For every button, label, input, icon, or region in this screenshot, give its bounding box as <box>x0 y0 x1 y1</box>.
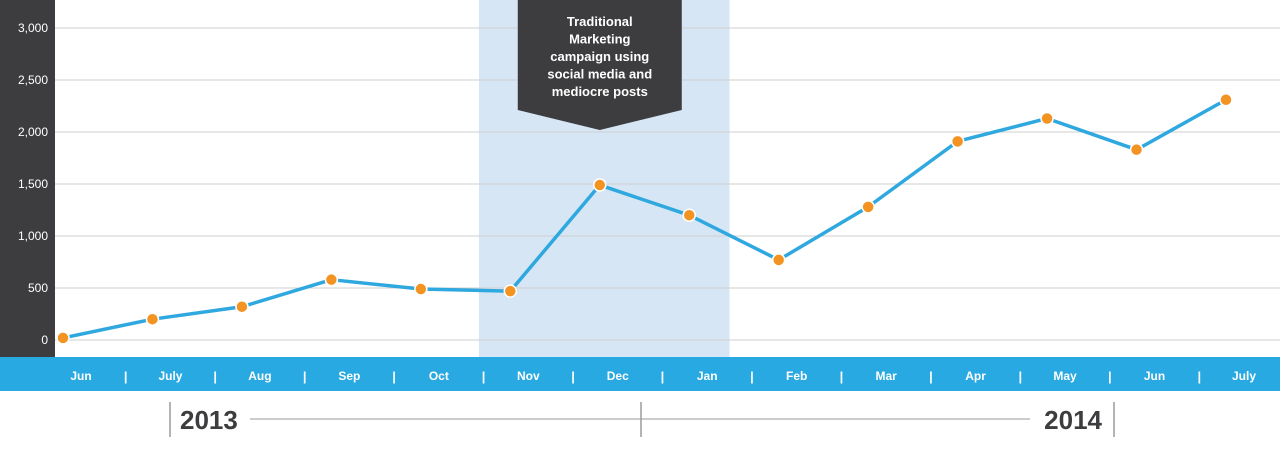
x-axis-bar <box>0 357 1280 391</box>
data-point <box>1219 93 1233 107</box>
data-point <box>56 331 70 345</box>
data-point <box>861 200 875 214</box>
x-tick-label: Aug <box>248 369 271 383</box>
year-label-2013: 2013 <box>180 405 238 435</box>
x-tick-label: Feb <box>786 369 807 383</box>
x-tick-separator: | <box>482 369 486 384</box>
data-point <box>503 284 518 298</box>
callout-text-line: social media and <box>547 67 652 82</box>
x-tick-label: Jan <box>697 369 718 383</box>
x-tick-label: Dec <box>607 369 629 383</box>
data-point <box>324 272 339 287</box>
callout-text-line: Traditional <box>567 14 633 29</box>
callout-text-line: campaign using <box>550 49 649 64</box>
y-tick-label: 3,000 <box>18 21 48 35</box>
x-tick-label: Oct <box>429 369 449 383</box>
y-tick-label: 2,500 <box>18 73 48 87</box>
x-tick-label: Nov <box>517 369 540 383</box>
x-tick-separator: | <box>303 369 307 384</box>
callout-text-line: mediocre posts <box>552 84 648 99</box>
x-tick-separator: | <box>661 369 665 384</box>
x-tick-label: Apr <box>965 369 986 383</box>
x-tick-separator: | <box>124 369 128 384</box>
year-label-2014: 2014 <box>1044 405 1102 435</box>
data-point <box>593 178 607 192</box>
x-tick-label: Jun <box>1144 369 1165 383</box>
x-tick-separator: | <box>392 369 396 384</box>
x-tick-separator: | <box>750 369 754 384</box>
data-point <box>1040 111 1054 126</box>
series-layer <box>56 93 1233 345</box>
x-tick-label: July <box>158 369 182 383</box>
y-tick-label: 2,000 <box>18 125 48 139</box>
x-tick-separator: | <box>1019 369 1023 384</box>
x-tick-separator: | <box>571 369 575 384</box>
annotation-callout: Traditional Marketing campaign using social… <box>517 0 682 130</box>
data-point <box>1129 142 1144 157</box>
y-tick-label: 500 <box>28 281 48 295</box>
data-point <box>771 253 786 267</box>
x-tick-label: Mar <box>875 369 897 383</box>
data-point <box>682 208 696 222</box>
x-tick-label: July <box>1232 369 1256 383</box>
data-point <box>235 299 249 314</box>
y-tick-label: 1,500 <box>18 177 48 191</box>
data-point <box>950 134 965 149</box>
x-tick-label: Sep <box>338 369 360 383</box>
x-tick-separator: | <box>1197 369 1201 384</box>
x-tick-label: Jun <box>70 369 91 383</box>
x-axis-ticks: Jun | July | Aug | Sep | Oct | Nov | Dec | Jan | Feb | Mar… <box>70 369 1256 384</box>
y-axis-panel <box>0 0 55 357</box>
x-tick-separator: | <box>929 369 933 384</box>
x-tick-separator: | <box>840 369 844 384</box>
data-point <box>414 282 428 296</box>
x-tick-separator: | <box>1108 369 1112 384</box>
x-tick-separator: | <box>213 369 217 384</box>
callout-text-line: Marketing <box>569 32 630 47</box>
data-point <box>145 312 160 326</box>
x-tick-label: May <box>1053 369 1077 383</box>
year-axis: 2013 2014 <box>169 402 1115 437</box>
y-axis-ticks: 0 500 1,000 1,500 2,000 2,500 3,000 <box>18 21 48 347</box>
series-line <box>62 98 1227 340</box>
callout-box <box>517 0 682 130</box>
y-tick-label: 0 <box>41 333 48 347</box>
y-tick-label: 1,000 <box>18 229 48 243</box>
